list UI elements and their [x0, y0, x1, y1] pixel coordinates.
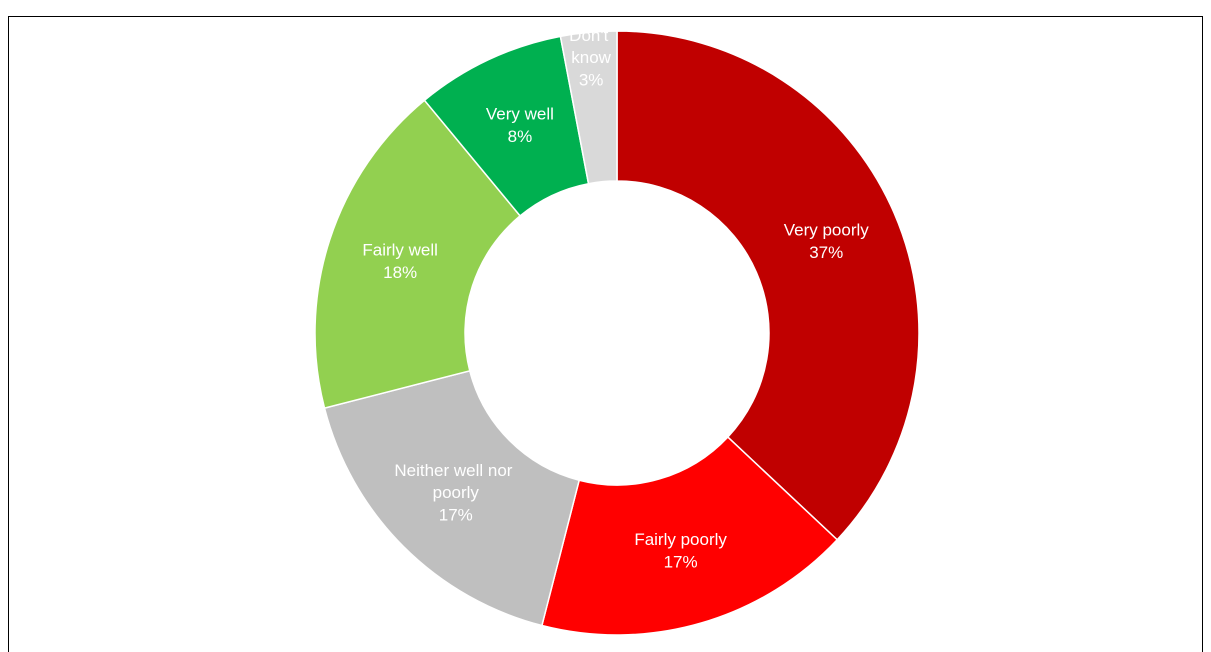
slice-category: Very poorly	[784, 221, 870, 240]
donut-slice	[559, 30, 618, 185]
donut-slice	[616, 30, 920, 541]
slice-category: Fairly well	[362, 241, 438, 260]
data-label: 17%	[439, 506, 473, 525]
slice-category: Fairly poorly	[634, 530, 727, 549]
data-label: 8%	[508, 127, 533, 146]
slice-category: Don't know	[569, 27, 613, 68]
data-label: 18%	[383, 263, 417, 282]
chart-frame	[8, 16, 1203, 652]
donut-slice	[323, 369, 581, 627]
donut-slice	[540, 435, 839, 636]
data-label: 17%	[664, 552, 698, 571]
data-label: 37%	[809, 243, 843, 262]
slice-category: Very well	[486, 105, 554, 124]
donut-slice	[314, 99, 522, 410]
slice-category: Neither well nor poorly	[394, 462, 517, 503]
data-label: 3%	[579, 71, 604, 90]
